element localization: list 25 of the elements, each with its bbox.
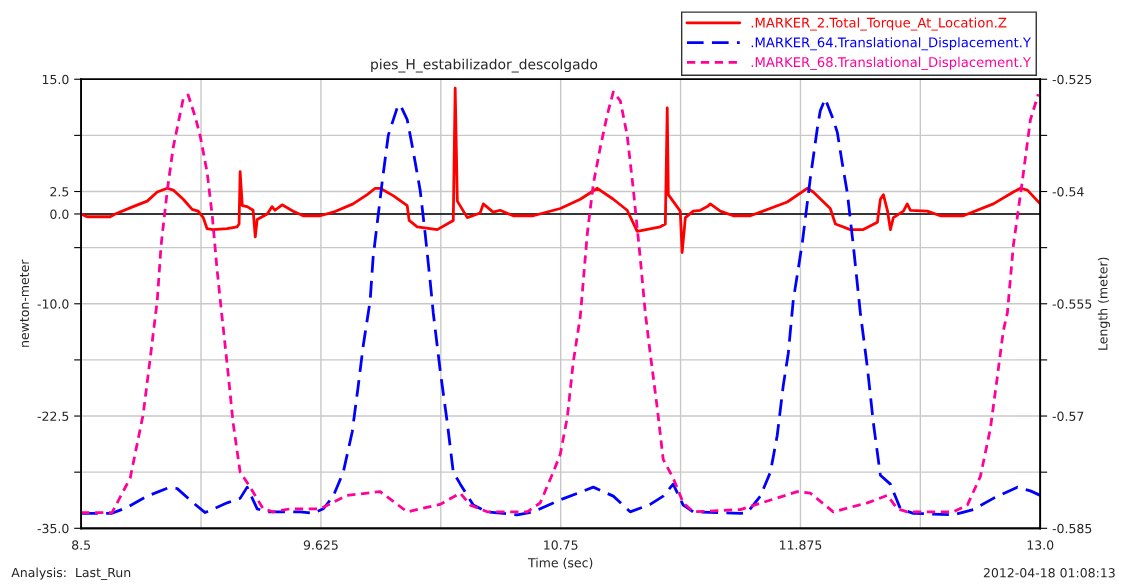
y-tick-label: 2.5 xyxy=(50,186,69,197)
y2-tick-label: -0.57 xyxy=(1052,411,1084,421)
y-tick-label: 15.0 xyxy=(42,74,69,85)
legend-label: .MARKER_64.Translational_Displacement.Y xyxy=(751,37,1032,51)
text: Analysis: Last_Run xyxy=(11,567,131,580)
x-tick-label: 11.875 xyxy=(779,540,822,550)
x-tick-label: 9.625 xyxy=(303,540,338,550)
y-tick-label: -22.5 xyxy=(37,411,69,421)
chart-title: pies_H_estabilizador_descolgado xyxy=(371,58,598,73)
y-tick-label: -35.0 xyxy=(37,523,69,534)
y2-tick-label: -0.54 xyxy=(1052,186,1084,197)
y2-axis-title: Length (meter) xyxy=(1097,257,1110,350)
legend-label: .MARKER_2.Total_Torque_At_Location.Z xyxy=(751,17,1007,31)
y2-tick-label: -0.555 xyxy=(1052,299,1092,309)
y2-tick-label: -0.525 xyxy=(1052,74,1092,85)
legend-label: .MARKER_68.Translational_Displacement.Y xyxy=(751,56,1032,71)
y2-tick-label: -0.585 xyxy=(1052,523,1092,534)
y-tick-label: 0.0 xyxy=(50,209,69,219)
y-tick-label: -10.0 xyxy=(37,299,69,309)
x-axis-title: Time (sec) xyxy=(527,557,593,569)
x-tick-label: 8.5 xyxy=(72,540,90,550)
text: 2012-04-18 01:08:13 xyxy=(983,568,1115,578)
x-tick-label: 13.0 xyxy=(1027,540,1054,550)
y-axis-title: newton-meter xyxy=(20,259,30,347)
x-tick-label: 10.75 xyxy=(544,540,578,550)
